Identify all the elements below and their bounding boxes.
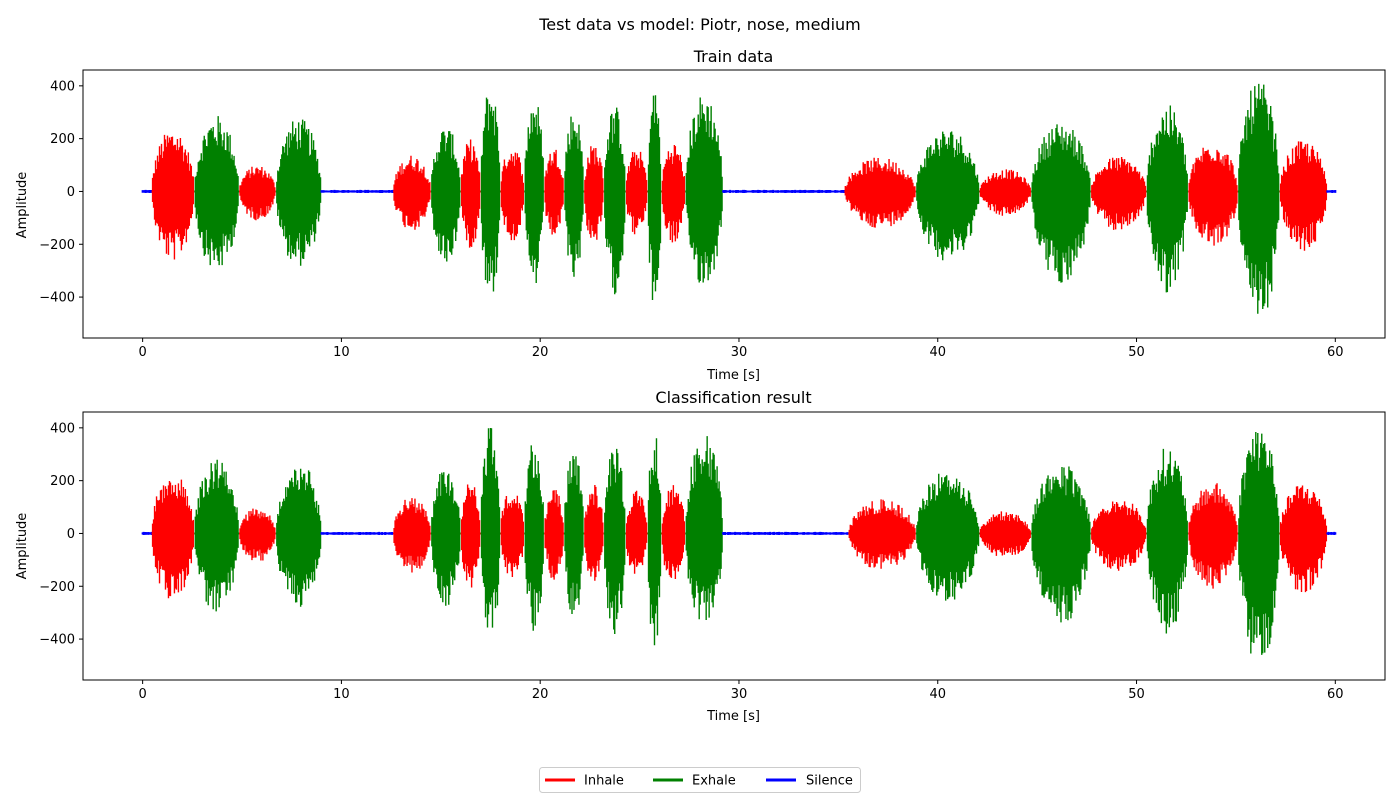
x-tick-label: 60 bbox=[1327, 345, 1344, 360]
trace-exhale-segment bbox=[647, 438, 662, 646]
x-tick-label: 60 bbox=[1327, 687, 1344, 702]
legend: Inhale Exhale Silence bbox=[539, 767, 861, 793]
trace-exhale-segment bbox=[647, 95, 662, 300]
subplot-title: Classification result bbox=[655, 388, 811, 407]
trace-exhale-segment bbox=[524, 445, 544, 631]
x-tick-label: 20 bbox=[532, 687, 549, 702]
y-tick-label: −400 bbox=[39, 633, 75, 648]
trace-exhale-segment bbox=[1146, 448, 1188, 634]
x-tick-label: 50 bbox=[1128, 345, 1145, 360]
trace-exhale-segment bbox=[524, 107, 544, 284]
subplot-title: Train data bbox=[693, 47, 774, 66]
y-tick-label: 200 bbox=[50, 132, 75, 147]
trace-exhale-segment bbox=[564, 455, 584, 615]
y-tick-label: 0 bbox=[67, 527, 75, 542]
trace-exhale-segment bbox=[431, 131, 461, 262]
figure-suptitle: Test data vs model: Piotr, nose, medium bbox=[538, 15, 861, 34]
trace-exhale-segment bbox=[1031, 124, 1091, 283]
subplot-classification-result: Classification result Time [s] Amplitude… bbox=[15, 388, 1386, 724]
legend-label-inhale: Inhale bbox=[584, 774, 624, 789]
y-tick-label: −400 bbox=[39, 291, 75, 306]
x-tick-label: 10 bbox=[333, 687, 350, 702]
x-tick-label: 0 bbox=[138, 687, 146, 702]
trace-exhale-segment bbox=[685, 97, 723, 283]
axes-frame bbox=[82, 69, 1386, 339]
x-tick-label: 40 bbox=[929, 687, 946, 702]
x-tick-label: 30 bbox=[731, 345, 748, 360]
y-tick-label: −200 bbox=[39, 580, 75, 595]
y-tick-label: 400 bbox=[50, 421, 75, 436]
trace-exhale-segment bbox=[564, 116, 584, 277]
trace-exhale-segment bbox=[194, 116, 239, 266]
x-tick-label: 10 bbox=[333, 345, 350, 360]
axes-frame bbox=[82, 411, 1386, 681]
trace-exhale-segment bbox=[1031, 466, 1091, 623]
signal-traces bbox=[141, 428, 1337, 655]
x-axis-label: Time [s] bbox=[706, 709, 760, 724]
x-tick-label: 30 bbox=[731, 687, 748, 702]
x-tick-label: 0 bbox=[138, 345, 146, 360]
trace-inhale-segment bbox=[460, 139, 481, 248]
trace-exhale-segment bbox=[1238, 432, 1280, 655]
signal-traces bbox=[141, 83, 1337, 314]
x-tick-label: 40 bbox=[929, 345, 946, 360]
legend-label-exhale: Exhale bbox=[692, 774, 736, 789]
y-tick-label: −200 bbox=[39, 238, 75, 253]
legend-frame bbox=[539, 767, 861, 793]
x-axis-label: Time [s] bbox=[706, 368, 760, 383]
trace-exhale-segment bbox=[431, 472, 461, 606]
trace-exhale-segment bbox=[480, 428, 501, 628]
y-tick-label: 200 bbox=[50, 474, 75, 489]
y-tick-label: 400 bbox=[50, 79, 75, 94]
y-axis-label: Amplitude bbox=[15, 172, 30, 239]
trace-exhale-segment bbox=[604, 107, 626, 295]
y-tick-label: 0 bbox=[67, 185, 75, 200]
x-tick-label: 50 bbox=[1128, 687, 1145, 702]
legend-label-silence: Silence bbox=[806, 774, 853, 789]
trace-inhale-segment bbox=[1188, 147, 1238, 246]
subplot-train-data: Train data Time [s] Amplitude 0 10 20 30 40 5… bbox=[15, 47, 1386, 383]
plot-area: 0 10 20 30 40 50 60 −400 −200 0 200 400 bbox=[39, 411, 1386, 702]
y-axis-label: Amplitude bbox=[15, 513, 30, 580]
trace-exhale-segment bbox=[276, 468, 322, 607]
plot-area: 0 10 20 30 40 50 60 −400 −200 0 200 400 bbox=[39, 69, 1386, 360]
x-tick-label: 20 bbox=[532, 345, 549, 360]
